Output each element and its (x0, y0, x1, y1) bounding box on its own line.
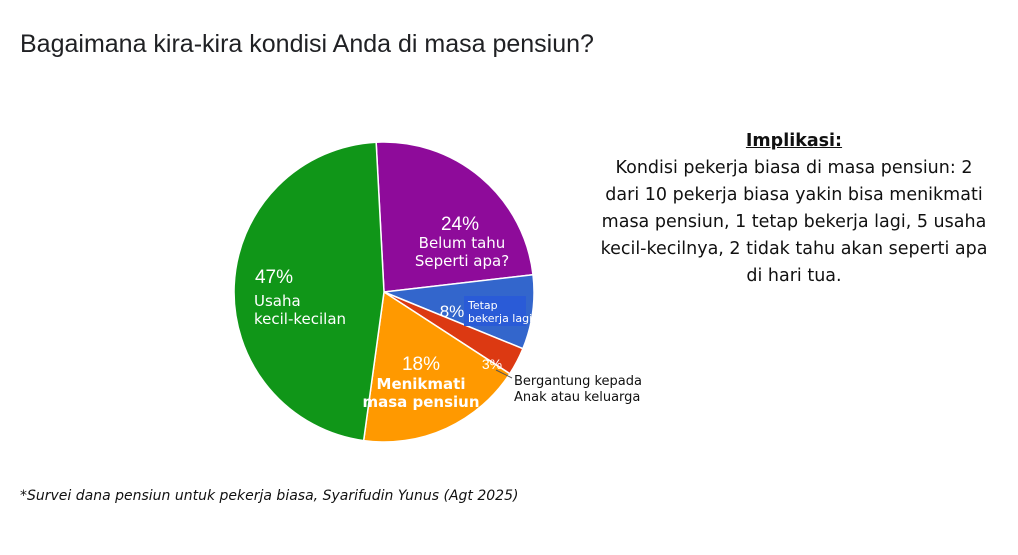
implication-line: kecil-kecilnya, 2 tidak tahu akan sepert… (600, 239, 988, 259)
slice-category-label: Bergantung kepada Anak atau keluarga (514, 374, 642, 405)
implication-heading: Implikasi: (745, 131, 843, 151)
slice-percent-label: 47% (255, 267, 293, 288)
slice-percent-label: 3% (482, 356, 502, 372)
slice-percent-label: 8% (440, 302, 465, 321)
slice-category-label: Menikmati masa pensiun (362, 375, 479, 411)
source-footnote: *Survei dana pensiun untuk pekerja biasa… (20, 488, 519, 504)
label-highlight-box (464, 296, 526, 326)
slice-category-label: Usaha kecil-kecilan (254, 292, 346, 328)
pie-slice (233, 141, 385, 442)
slice-percent-label: 18% (402, 354, 440, 375)
slice-category-label: Belum tahu Seperti apa? (415, 234, 509, 270)
slice-category-label: Tetap bekerja lagi (467, 299, 532, 325)
implication-line: Kondisi pekerja biasa di masa pensiun: 2 (615, 158, 973, 178)
slice-percent-label: 24% (441, 214, 479, 235)
implication-box: Implikasi: Kondisi pekerja biasa di masa… (584, 128, 1004, 290)
implication-line: dari 10 pekerja biasa yakin bisa menikma… (605, 185, 983, 205)
implication-line: masa pensiun, 1 tetap bekerja lagi, 5 us… (601, 212, 987, 232)
pie-slice (362, 290, 511, 443)
chart-title: Bagaimana kira-kira kondisi Anda di masa… (20, 30, 594, 58)
pie-slice (375, 141, 534, 293)
leader-line (495, 369, 513, 379)
implication-line: di hari tua. (746, 266, 842, 286)
